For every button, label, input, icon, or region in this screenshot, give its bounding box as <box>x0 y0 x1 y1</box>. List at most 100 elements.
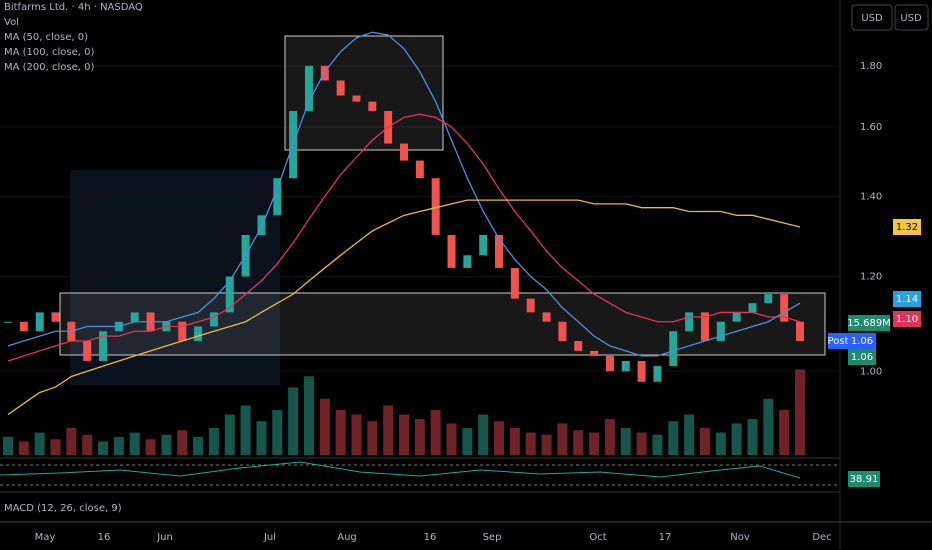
currency-button-label[interactable]: USD <box>900 13 922 24</box>
volume-bar <box>715 432 726 455</box>
volume-bar <box>383 405 394 455</box>
legend-macd: MACD (12, 26, close, 9) <box>4 503 122 514</box>
tag-label: 1.06 <box>851 336 873 347</box>
y-tick-label: 1.00 <box>860 366 882 377</box>
volume-bar <box>367 421 378 455</box>
candle <box>304 65 313 112</box>
volume-bar <box>3 437 13 455</box>
volume-bar <box>50 439 61 455</box>
volume-bar <box>684 414 695 455</box>
volume-bar <box>351 414 362 455</box>
volume-bar <box>319 398 330 455</box>
candle <box>415 160 424 179</box>
tag <box>848 333 876 349</box>
currency-button[interactable] <box>894 4 929 31</box>
candle <box>4 321 12 323</box>
candle <box>194 326 203 341</box>
x-tick-label: Dec <box>812 532 831 543</box>
tag-label: Post <box>828 336 849 347</box>
volume-bar <box>604 419 615 455</box>
volume-bar <box>699 428 710 455</box>
volume-bar <box>446 423 457 455</box>
tag-label: 1.06 <box>851 352 873 363</box>
currency-button-label[interactable]: USD <box>861 13 883 24</box>
candle <box>320 65 329 81</box>
volume-bar <box>34 432 45 455</box>
candle <box>605 355 614 372</box>
volume-bar <box>541 434 552 455</box>
candle <box>590 350 599 356</box>
x-tick-label: May <box>35 532 56 543</box>
candle <box>352 95 361 102</box>
volume-bar <box>66 428 77 455</box>
volume-bar <box>224 414 235 455</box>
candle <box>748 303 757 313</box>
tag-label: 1.14 <box>896 294 918 305</box>
legend-ma: MA (100, close, 0) <box>4 47 94 58</box>
x-tick-label: Nov <box>730 532 750 543</box>
candle <box>447 234 456 268</box>
ma-line <box>7 31 801 357</box>
volume-bar <box>636 432 647 455</box>
candle <box>700 312 709 341</box>
volume-bar <box>525 432 536 455</box>
x-tick-label: Sep <box>483 532 502 543</box>
tag <box>848 471 880 487</box>
candle <box>368 101 377 112</box>
volume-bar <box>145 439 156 455</box>
x-tick-label: Aug <box>337 532 357 543</box>
candle <box>685 312 694 332</box>
x-tick-label: 17 <box>659 532 672 543</box>
box-range <box>59 292 826 356</box>
volume-bar <box>589 432 600 455</box>
candle <box>51 312 60 322</box>
volume-bar <box>573 430 584 455</box>
currency-button[interactable] <box>851 4 893 31</box>
x-tick-label: Jun <box>156 532 173 543</box>
candle <box>510 267 519 299</box>
volume-bar <box>462 428 473 455</box>
candle <box>257 215 266 235</box>
candle <box>780 294 789 322</box>
candle <box>637 360 646 382</box>
candle <box>716 321 725 341</box>
volume-bar <box>18 441 29 455</box>
candle <box>732 312 741 322</box>
volume-bar <box>414 419 425 455</box>
volume-bar <box>668 421 679 455</box>
y-tick-label: 1.40 <box>860 191 882 202</box>
x-tick-label: 16 <box>424 532 437 543</box>
rsi-line <box>0 461 801 479</box>
volume-bar <box>208 428 219 455</box>
tag <box>848 349 876 365</box>
candle <box>336 80 345 96</box>
y-tick-label: 1.60 <box>860 122 882 133</box>
volume-bar <box>113 437 124 455</box>
volume-bar <box>240 405 251 455</box>
ma-line <box>7 113 801 362</box>
legend-ma: MA (200, close, 0) <box>4 62 94 73</box>
y-tick-label: 1.20 <box>860 272 882 283</box>
candle <box>796 321 804 341</box>
volume-bar <box>494 421 505 455</box>
volume-bar <box>731 423 742 455</box>
volume-bar <box>557 423 568 455</box>
volume-bar <box>795 369 805 455</box>
legend-vol: Vol <box>4 17 19 28</box>
volume-bar <box>256 421 267 455</box>
x-tick-label: Jul <box>263 532 276 543</box>
volume-bar <box>430 410 441 455</box>
symbol: Bitfarms Ltd. · 4h · NASDAQ <box>4 2 143 13</box>
tag-label: 38.91 <box>850 474 879 485</box>
candle <box>99 331 108 361</box>
candle <box>621 360 630 372</box>
volume-bar <box>177 430 188 455</box>
tag-label: 1.32 <box>896 222 918 233</box>
volume-bar <box>129 432 140 455</box>
candle <box>495 234 504 268</box>
tag-label: 1.10 <box>896 314 918 325</box>
x-tick-label: Oct <box>589 532 606 543</box>
candle <box>479 234 488 256</box>
y-tick-label: 1.80 <box>860 61 882 72</box>
